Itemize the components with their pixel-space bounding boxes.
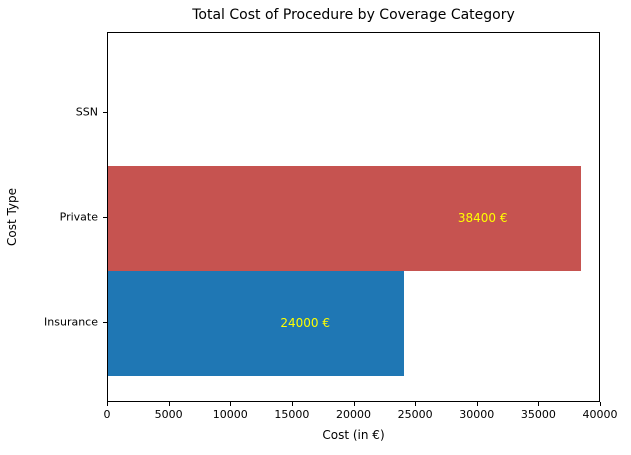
x-tick-mark [476,402,478,406]
x-tick-mark [168,402,170,406]
x-tick-mark [353,402,355,406]
plot-area: 38400 € 24000 € [107,32,600,402]
x-tick-mark [291,402,293,406]
bar-private [108,165,582,271]
y-tick-mark [103,112,107,113]
x-tick-label: 20000 [336,408,371,421]
x-tick-label: 30000 [459,408,495,421]
y-tick-label-insurance: Insurance [44,315,98,329]
x-axis-label: Cost (in €) [322,428,385,442]
x-tick-label: 5000 [154,408,183,421]
y-tick-mark [103,217,107,218]
x-tick-label: 10000 [212,408,248,421]
bar-insurance [108,270,404,376]
y-tick-label-private: Private [59,210,98,224]
x-tick-label: 35000 [520,408,556,421]
chart-title: Total Cost of Procedure by Coverage Cate… [192,7,515,23]
x-tick-label: 40000 [582,408,618,421]
x-tick-label: 25000 [397,408,433,421]
bar-value-label-private: 38400 € [457,211,508,225]
x-tick-mark [415,402,417,406]
bar-value-label-insurance: 24000 € [280,316,330,330]
y-tick-mark [103,322,107,323]
x-tick-mark [107,402,108,406]
x-tick-mark [538,402,540,406]
x-tick-label: 0 [103,408,111,421]
x-tick-mark [230,402,232,406]
x-tick-label: 15000 [274,408,310,421]
y-tick-label-ssn: SSN [75,105,98,119]
x-tick-mark [600,402,601,406]
